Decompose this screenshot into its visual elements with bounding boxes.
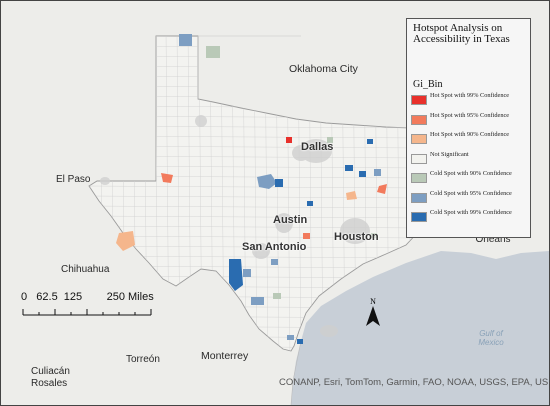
cold-spot-90-houston-n	[371, 233, 377, 238]
cold-spot-95-valley	[287, 335, 294, 340]
legend-swatch	[411, 192, 427, 203]
cold-spot-99-central	[275, 179, 283, 187]
gulf-of-mexico-label: Gulf of Mexico	[478, 329, 504, 347]
county-line	[89, 36, 421, 39]
el-paso-label: El Paso	[56, 174, 91, 185]
county-line	[89, 235, 421, 239]
legend-swatch	[411, 95, 427, 105]
legend-swatch	[411, 153, 427, 164]
dallas-label: Dallas	[301, 141, 334, 153]
county-line	[89, 65, 421, 69]
legend-item: Not Significant	[411, 151, 529, 167]
cold-spot-95-south	[251, 297, 264, 305]
cold-spot-90-panhandle	[206, 46, 220, 58]
legend-title: Hotspot Analysis on Accessibility in Tex…	[413, 22, 510, 45]
legend-label: Cold Spot with 90% Confidence	[430, 170, 512, 177]
cold-spot-99-dallas-a	[345, 165, 353, 171]
legend-item: Cold Spot with 95% Confidence	[411, 190, 529, 206]
county-line	[89, 85, 421, 89]
legend-swatch	[411, 173, 427, 183]
county-line	[89, 55, 421, 59]
cold-spot-99-austin	[307, 201, 313, 206]
legend-swatch	[411, 134, 427, 144]
culiacan-label: Culiacán Rosales	[31, 366, 70, 389]
cold-spot-99-panhandle	[179, 34, 192, 46]
cold-spot-99-valley	[297, 339, 303, 344]
cold-spot-95-sa-east	[271, 259, 278, 265]
county-line	[89, 215, 421, 219]
legend-field-name: Gi_Bin	[413, 79, 443, 90]
torreon-label: Torreón	[126, 354, 160, 365]
oklahoma-city-label: Oklahoma City	[289, 63, 358, 75]
cold-spot-95-dallas	[374, 169, 381, 176]
cold-spot-99-dallas-b	[359, 171, 366, 177]
legend-label: Cold Spot with 99% Confidence	[430, 209, 512, 216]
cold-spot-99-north	[367, 139, 373, 144]
legend-item: Hot Spot with 99% Confidence	[411, 92, 529, 108]
cold-spot-95-west	[257, 174, 277, 189]
legend-label: Hot Spot with 90% Confidence	[430, 131, 510, 138]
county-line	[89, 185, 421, 189]
legend-label: Hot Spot with 95% Confidence	[430, 111, 510, 119]
scale-bar-label: 0 62.5 125 250 Miles	[21, 291, 154, 303]
hot-spot-95-east	[377, 184, 387, 194]
county-line	[89, 95, 421, 99]
legend-label: Cold Spot with 95% Confidence	[430, 189, 512, 197]
houston-label: Houston	[334, 231, 379, 243]
metro-texture	[100, 115, 370, 337]
north-arrow-icon: N	[366, 297, 380, 331]
oklahoma-border	[197, 35, 301, 99]
mexico-gulf-coast	[290, 340, 302, 405]
chihuahua-label: Chihuahua	[61, 264, 110, 275]
legend-item: Hot Spot with 90% Confidence	[411, 131, 529, 147]
map-legend: Hotspot Analysis on Accessibility in Tex…	[406, 18, 531, 238]
cold-spot-90-south	[273, 293, 281, 299]
county-line	[89, 195, 421, 199]
austin-label: Austin	[273, 214, 308, 226]
county-line	[89, 105, 421, 109]
hot-spot-90-central	[346, 191, 357, 200]
legend-item: Cold Spot with 99% Confidence	[411, 209, 529, 225]
legend-label: Not Significant	[430, 150, 469, 158]
hot-spot-95-elpaso	[161, 173, 173, 183]
cold-spot-95-sa	[243, 269, 251, 277]
legend-swatch	[411, 212, 427, 222]
legend-item: Cold Spot with 90% Confidence	[411, 170, 529, 186]
monterrey-label: Monterrey	[201, 350, 249, 362]
legend-item: Hot Spot with 95% Confidence	[411, 112, 529, 128]
gulf-of-mexico-water	[291, 251, 549, 405]
hot-spot-95-austin	[303, 233, 310, 239]
legend-swatch	[411, 114, 427, 125]
hotspot-tracts	[116, 34, 419, 344]
hot-spot-90-west	[116, 231, 135, 251]
county-line	[89, 45, 421, 49]
texas-boundary	[88, 35, 422, 352]
map-attribution: CONANP, Esri, TomTom, Garmin, FAO, NOAA,…	[279, 377, 550, 388]
cold-spot-99-sa	[229, 259, 243, 291]
county-line	[89, 205, 421, 209]
north-label: N	[370, 297, 376, 306]
scale-bar	[22, 309, 152, 316]
cold-spot-90-north	[327, 137, 333, 143]
san-antonio-label: San Antonio	[242, 241, 307, 253]
north-arrow-shape	[366, 306, 380, 326]
legend-label: Hot Spot with 99% Confidence	[430, 92, 510, 99]
county-line	[89, 75, 421, 79]
hot-spot-99-north	[286, 137, 292, 143]
